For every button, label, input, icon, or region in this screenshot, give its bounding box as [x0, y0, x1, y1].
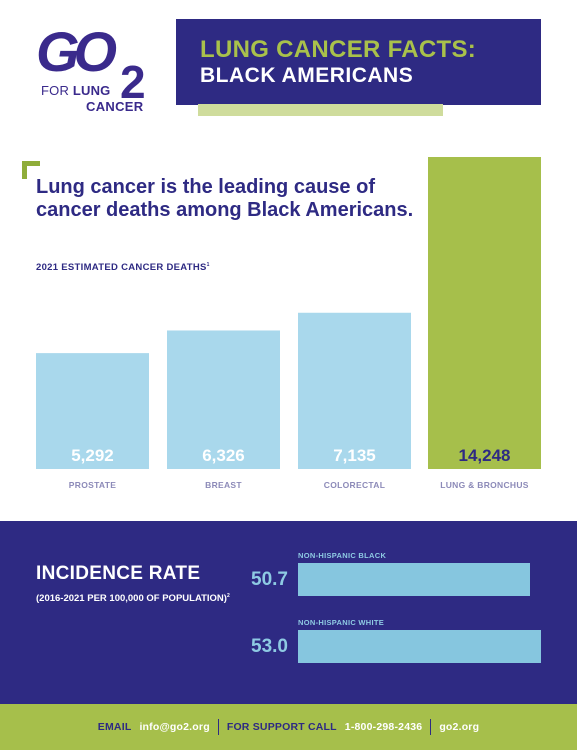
bar-lung-bronchus [428, 157, 541, 469]
page-subtitle: BLACK AMERICANS [200, 64, 414, 87]
incidence-value-label: 50.7 [251, 569, 288, 590]
incidence-category-label: NON-HISPANIC WHITE [298, 618, 385, 627]
bar-breast [167, 330, 280, 469]
bar-value-label: 7,135 [333, 446, 376, 465]
go2-logo: GO 2 FOR LUNG CANCER [36, 20, 156, 115]
footer-email-label: EMAIL [97, 721, 132, 733]
logo-two-text: 2 [120, 56, 146, 108]
logo-for-text: FOR [41, 83, 70, 98]
footer-site-link[interactable]: go2.org [439, 721, 480, 733]
logo-go-text: GO [36, 20, 117, 83]
cancer-deaths-bar-chart: 5,292 PROSTATE 6,326 BREAST 7,135 COLORECTAL 1… [36, 157, 541, 490]
chart-title-footnote: 1 [206, 262, 210, 268]
bar-colorectal [298, 312, 411, 469]
headline: Lung cancer is the leading cause of canc… [36, 176, 414, 221]
bar-value-label: 6,326 [202, 446, 245, 465]
corner-bracket-decoration [22, 161, 40, 179]
x-tick-label: COLORECTAL [324, 480, 385, 490]
incidence-value-label: 53.0 [251, 636, 288, 657]
incidence-subtitle-text: (2016-2021 PER 100,000 OF POPULATION) [36, 593, 227, 605]
bar-prostate [36, 353, 149, 469]
page-title: LUNG CANCER FACTS: [200, 36, 477, 63]
footer-email-link[interactable]: info@go2.org [139, 721, 210, 733]
logo-cancer-text: CANCER [86, 99, 144, 114]
title-banner: LUNG CANCER FACTS: BLACK AMERICANS [176, 19, 541, 105]
chart-title: 2021 ESTIMATED CANCER DEATHS1 [36, 262, 210, 273]
x-tick-label: BREAST [205, 480, 242, 490]
incidence-category-label: NON-HISPANIC BLACK [298, 551, 387, 560]
footer-phone-link[interactable]: 1-800-298-2436 [344, 721, 423, 733]
logo-lung-text: LUNG [72, 83, 111, 98]
footer-divider [217, 719, 219, 735]
footer: EMAIL info@go2.org FOR SUPPORT CALL 1-80… [0, 704, 577, 750]
incidence-panel: INCIDENCE RATE (2016-2021 PER 100,000 OF… [0, 521, 577, 704]
chart-title-text: 2021 ESTIMATED CANCER DEATHS [36, 262, 207, 274]
x-tick-label: PROSTATE [69, 480, 116, 490]
incidence-subtitle-footnote: 2 [226, 593, 230, 599]
incidence-bar [298, 563, 531, 596]
bar-value-label: 14,248 [459, 446, 511, 465]
incidence-title: INCIDENCE RATE [36, 563, 201, 584]
bar-value-label: 5,292 [71, 446, 114, 465]
footer-support-label: FOR SUPPORT CALL [226, 721, 337, 733]
title-underline [198, 104, 443, 116]
logo-for-lung: FOR LUNG [41, 83, 111, 98]
x-tick-label: LUNG & BRONCHUS [440, 480, 529, 490]
incidence-subtitle: (2016-2021 PER 100,000 OF POPULATION)2 [36, 591, 236, 604]
footer-divider [430, 719, 432, 735]
incidence-bar [298, 630, 541, 663]
